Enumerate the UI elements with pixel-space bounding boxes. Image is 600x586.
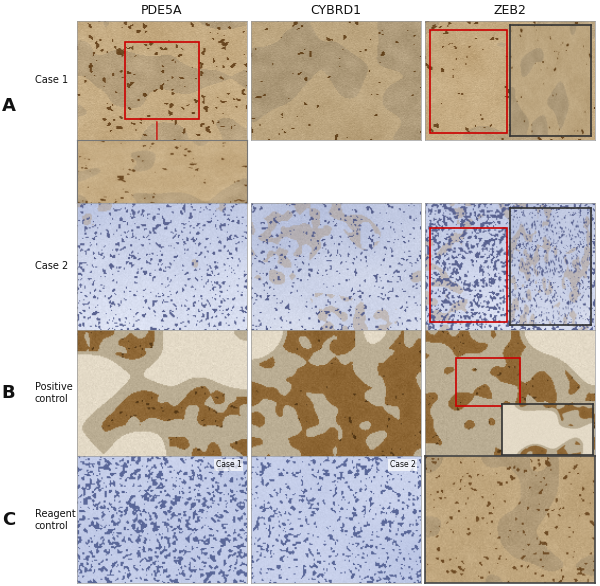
Text: A: A [2,97,16,114]
Text: Case 2: Case 2 [35,261,68,271]
Bar [430,30,506,133]
Text: CYBRD1: CYBRD1 [311,4,361,17]
Text: PDE5A: PDE5A [141,4,183,17]
Text: Reagent
control: Reagent control [35,509,76,531]
Bar [430,229,506,322]
Text: Case 2: Case 2 [390,460,416,469]
Text: Case 1: Case 1 [216,460,242,469]
Bar [456,357,520,406]
Text: Positive
control: Positive control [35,382,73,404]
Text: C: C [2,511,15,529]
Text: Case 1: Case 1 [35,76,68,86]
Text: ZEB2: ZEB2 [494,4,526,17]
Bar [125,42,199,119]
Text: B: B [2,384,16,402]
